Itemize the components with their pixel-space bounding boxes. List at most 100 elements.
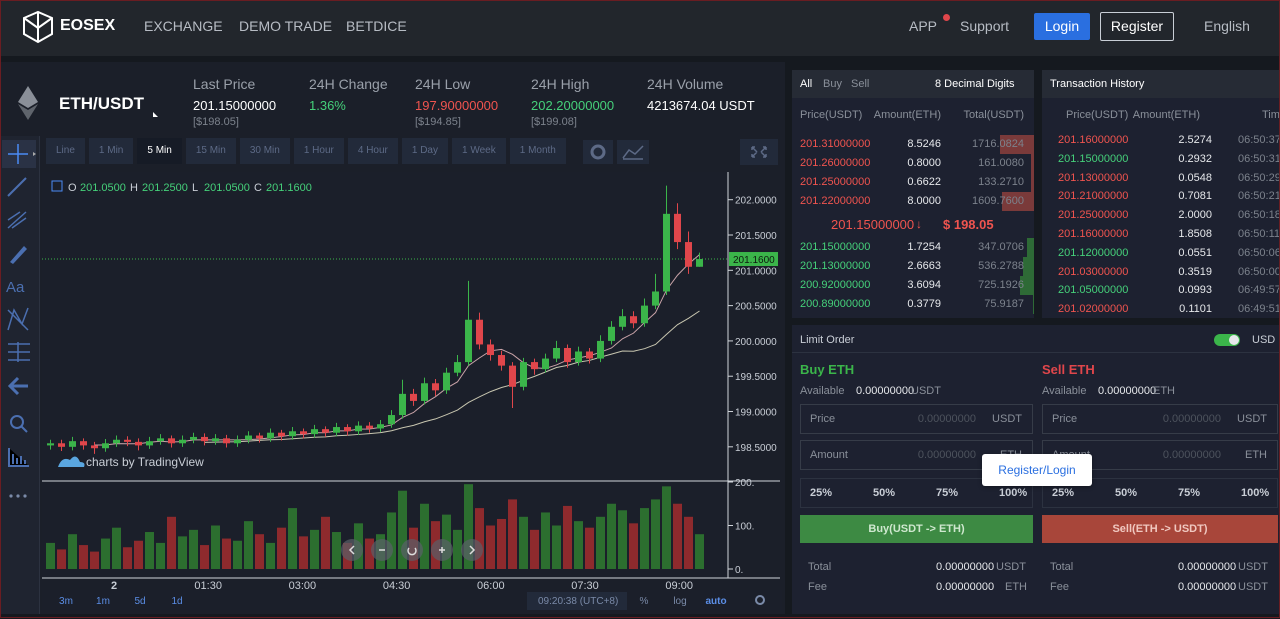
book-cell: 725.1926	[978, 279, 1024, 291]
register-button[interactable]: Register	[1100, 12, 1174, 41]
volume-bar	[266, 542, 275, 569]
volume-bar	[145, 532, 154, 569]
volume-bar	[530, 529, 539, 569]
volume-bar	[123, 547, 132, 569]
trade-amount: 0.7081	[1178, 190, 1212, 203]
scale-option[interactable]: auto	[705, 596, 726, 607]
book-tab[interactable]: Buy	[823, 78, 842, 90]
interval-bar: Line 1 Min 5 Min 15 Min 30 Min 1 Hour 4 Hour 1 …	[46, 138, 566, 164]
candle-body	[542, 358, 549, 370]
volume-bar	[453, 529, 462, 569]
input-field[interactable]: Price 0.00000000 USDT	[800, 404, 1033, 434]
book-tab[interactable]: All	[800, 78, 813, 90]
volume-bar	[464, 484, 473, 569]
support-link[interactable]: Support	[960, 18, 1010, 34]
percent-button[interactable]: 75%	[1178, 487, 1201, 499]
input-placeholder: 0.00000000	[917, 449, 976, 461]
range-button[interactable]: 5d	[134, 596, 145, 607]
nav-link[interactable]: DEMO TRADE	[239, 18, 333, 34]
interval-button[interactable]: 30 Min	[239, 138, 290, 164]
control-glyph	[439, 547, 445, 553]
scroll-control[interactable]	[461, 539, 483, 561]
percent-button[interactable]: 50%	[873, 487, 896, 499]
nav-link[interactable]: EXCHANGE	[144, 18, 223, 34]
input-field[interactable]: Price 0.00000000 USDT	[1042, 404, 1278, 434]
control-glyph	[407, 547, 417, 556]
book-cell: 201.26000000	[800, 157, 871, 169]
input-placeholder: 0.00000000	[1162, 413, 1221, 425]
y-tick-label: 201.5000	[735, 231, 777, 242]
percent-button[interactable]: 75%	[936, 487, 959, 499]
element	[8, 448, 29, 467]
book-cell: 1.7254	[907, 241, 941, 253]
fullscreen-button[interactable]	[740, 139, 778, 165]
chart-settings[interactable]	[583, 140, 653, 164]
trade-price: 201.16000000	[1058, 134, 1129, 146]
volume-tick-label: 0.	[735, 565, 743, 576]
interval-button[interactable]: 5 Min	[137, 138, 182, 164]
candle-body	[113, 439, 120, 444]
candle-body	[124, 439, 131, 442]
stat-label: 24H Low	[415, 76, 471, 92]
app-link[interactable]: APP	[909, 18, 938, 34]
moving-average	[204, 310, 700, 443]
percent-button[interactable]: 100%	[999, 487, 1028, 499]
nav-link[interactable]: BETDICE	[346, 18, 407, 34]
fee-value: 0.00000000	[1178, 581, 1237, 593]
range-button[interactable]: 1d	[171, 596, 182, 607]
percent-button[interactable]: 100%	[1241, 487, 1270, 499]
percent-button[interactable]: 25%	[810, 487, 833, 499]
scroll-control[interactable]	[401, 539, 423, 561]
form-divider	[792, 352, 1280, 353]
range-button[interactable]: 3m	[59, 596, 73, 607]
scale-option[interactable]: %	[640, 596, 649, 607]
legend-key: C	[254, 182, 262, 194]
scroll-control[interactable]	[431, 539, 453, 561]
interval-button[interactable]: 15 Min	[185, 138, 236, 164]
volume-bar	[618, 510, 627, 569]
interval-button[interactable]: 1 Month	[509, 138, 566, 164]
trade-time: 06:50:00	[1238, 265, 1280, 278]
history-column-header: Amount(ETH)	[1132, 109, 1200, 121]
book-tab[interactable]: Sell	[851, 78, 870, 90]
pair-name[interactable]: ETH/USDT	[59, 94, 144, 113]
trade-time: 06:50:29	[1238, 171, 1280, 184]
interval-button[interactable]: 1 Week	[452, 138, 506, 164]
scroll-control[interactable]	[341, 539, 363, 561]
range-button[interactable]: 1m	[96, 596, 110, 607]
login-button[interactable]: Login	[1034, 13, 1090, 40]
scroll-control[interactable]	[371, 539, 393, 561]
trade-price: 201.25000000	[1058, 209, 1129, 222]
candle-body	[663, 213, 670, 292]
percent-button[interactable]: 25%	[1052, 487, 1075, 499]
input-placeholder: 0.00000000	[1162, 449, 1221, 461]
candle-body	[135, 441, 142, 446]
brand[interactable]: EOSEX	[60, 17, 116, 34]
element	[20, 425, 28, 433]
depth-bar	[1032, 295, 1034, 314]
book-cell: 201.15000000	[800, 241, 871, 253]
interval-button[interactable]: 4 Hour	[347, 138, 398, 164]
volume-tick-label: 100.	[735, 522, 754, 533]
interval-button[interactable]: 1 Day	[401, 138, 448, 164]
volume-bar	[552, 525, 561, 569]
precision-select[interactable]: 8 Decimal Digits	[935, 78, 1015, 90]
legend-value: 201.0500	[80, 182, 126, 194]
percent-row	[800, 478, 1033, 508]
scale-option[interactable]: log	[673, 596, 686, 607]
submit-button[interactable]: Sell(ETH -> USDT)	[1042, 515, 1278, 543]
y-tick-label: 199.5000	[735, 372, 777, 383]
percent-button[interactable]: 50%	[1115, 487, 1138, 499]
interval-button[interactable]: 1 Min	[88, 138, 134, 164]
candle-body	[432, 383, 439, 391]
interval-button[interactable]: 1 Hour	[293, 138, 344, 164]
candle-body	[212, 438, 219, 442]
stat-value: 197.90000000	[415, 98, 499, 113]
submit-button[interactable]: Buy(USDT -> ETH)	[800, 515, 1033, 543]
depth-bar	[1023, 257, 1034, 276]
interval-button[interactable]: Line	[46, 138, 85, 164]
volume-bar	[101, 538, 110, 569]
language-select[interactable]: English	[1204, 18, 1250, 34]
login-tooltip[interactable]: Register/Login	[982, 454, 1092, 486]
candle-body	[377, 424, 384, 429]
